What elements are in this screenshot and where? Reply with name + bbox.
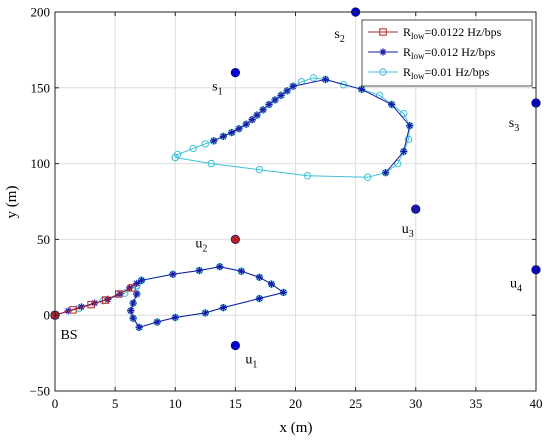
data-point-circle xyxy=(400,109,408,118)
x-tick-label: 5 xyxy=(112,396,119,411)
data-point-star xyxy=(253,111,261,119)
data-point-star xyxy=(137,276,146,284)
data-point-star xyxy=(271,96,279,104)
x-tick-label: 0 xyxy=(52,396,59,411)
x-tick-label: 10 xyxy=(169,396,182,411)
data-point-star xyxy=(379,48,387,56)
data-point-square xyxy=(379,28,387,36)
x-tick-label: 35 xyxy=(469,396,482,411)
data-point-star xyxy=(125,284,134,292)
data-point-circle xyxy=(189,144,197,153)
data-point-circle xyxy=(207,159,216,168)
y-tick-label: 50 xyxy=(37,232,50,247)
node-marker xyxy=(411,204,421,214)
y-tick-label: 150 xyxy=(31,80,51,95)
data-point-star xyxy=(135,323,143,331)
data-point-star xyxy=(265,100,273,109)
data-point-circle xyxy=(394,159,402,168)
x-tick-label: 30 xyxy=(409,396,422,411)
data-point-circle xyxy=(363,173,372,181)
data-point-star xyxy=(237,267,245,275)
data-point-circle xyxy=(379,68,387,76)
x-axis-label: x (m) xyxy=(280,420,313,436)
data-point-star xyxy=(133,279,141,287)
y-tick-label: 100 xyxy=(31,156,51,171)
data-point-star xyxy=(133,290,141,298)
data-point-star xyxy=(283,87,291,95)
data-point-star xyxy=(289,82,297,90)
data-point-star xyxy=(77,303,86,311)
data-point-star xyxy=(279,288,288,297)
y-tick-label: −50 xyxy=(30,384,50,399)
legend-label: Rlow=0.012 Hz/bps xyxy=(403,45,496,61)
data-point-star xyxy=(388,100,396,109)
data-point-star xyxy=(219,132,227,140)
data-point-star xyxy=(129,299,137,307)
node-label: s1 xyxy=(212,80,222,98)
data-point-star xyxy=(406,122,414,130)
data-point-circle xyxy=(303,172,312,180)
series-star xyxy=(210,75,414,177)
data-point-star xyxy=(382,169,390,177)
data-point-square xyxy=(115,290,123,298)
trajectory-series xyxy=(51,74,414,332)
x-tick-label: 40 xyxy=(530,396,543,411)
data-point-square xyxy=(87,300,95,309)
data-point-circle xyxy=(404,135,413,144)
data-point-circle xyxy=(309,74,318,82)
data-point-star xyxy=(259,106,267,114)
node-marker xyxy=(230,68,240,78)
data-point-star xyxy=(255,273,264,281)
legend-label: Rlow=0.0122 Hz/bps xyxy=(403,25,502,41)
data-point-star xyxy=(400,147,408,156)
y-axis-label: y (m) xyxy=(4,186,20,219)
data-point-star xyxy=(267,280,276,288)
node-label: s3 xyxy=(509,116,519,134)
data-point-star xyxy=(195,266,203,275)
data-point-star xyxy=(169,270,177,278)
data-point-star xyxy=(358,85,366,93)
data-point-star xyxy=(219,304,227,312)
data-point-star xyxy=(277,91,285,99)
node-label: BS xyxy=(60,328,77,343)
node-label: u2 xyxy=(195,236,207,254)
data-point-star xyxy=(201,309,209,317)
data-point-star xyxy=(127,307,135,315)
legend: Rlow=0.0122 Hz/bps Rlow=0.012 Hz/bps Rlow=… xyxy=(361,19,533,87)
node-label: u4 xyxy=(510,277,522,295)
data-point-square xyxy=(128,284,136,292)
y-tick-label: 0 xyxy=(44,308,51,323)
data-point-square xyxy=(101,296,110,304)
data-point-circle xyxy=(255,165,264,174)
data-point-star xyxy=(171,313,179,322)
data-point-star xyxy=(255,294,264,303)
data-point-star xyxy=(321,75,330,84)
data-point-circle xyxy=(171,153,179,162)
node-marker xyxy=(230,340,240,351)
x-tick-label: 25 xyxy=(349,396,362,411)
node-marker xyxy=(230,234,240,244)
data-point-star xyxy=(210,137,218,145)
y-tick-label: 200 xyxy=(31,5,51,20)
data-point-star xyxy=(228,128,236,137)
data-point-star xyxy=(248,116,256,124)
data-point-star xyxy=(153,318,161,326)
data-point-star xyxy=(129,314,137,322)
x-tick-label: 20 xyxy=(289,396,302,411)
legend-box xyxy=(361,19,533,87)
data-point-star xyxy=(242,120,250,128)
x-tick-label: 15 xyxy=(229,396,242,411)
node-label: s2 xyxy=(334,27,344,45)
node-label: u1 xyxy=(245,353,257,371)
data-point-star xyxy=(235,125,243,133)
data-point-star xyxy=(216,263,224,271)
data-point-circle xyxy=(201,140,210,148)
data-point-square xyxy=(69,306,77,314)
legend-label: Rlow=0.01 Hz/bps xyxy=(403,65,490,81)
node-label: u3 xyxy=(402,222,414,240)
